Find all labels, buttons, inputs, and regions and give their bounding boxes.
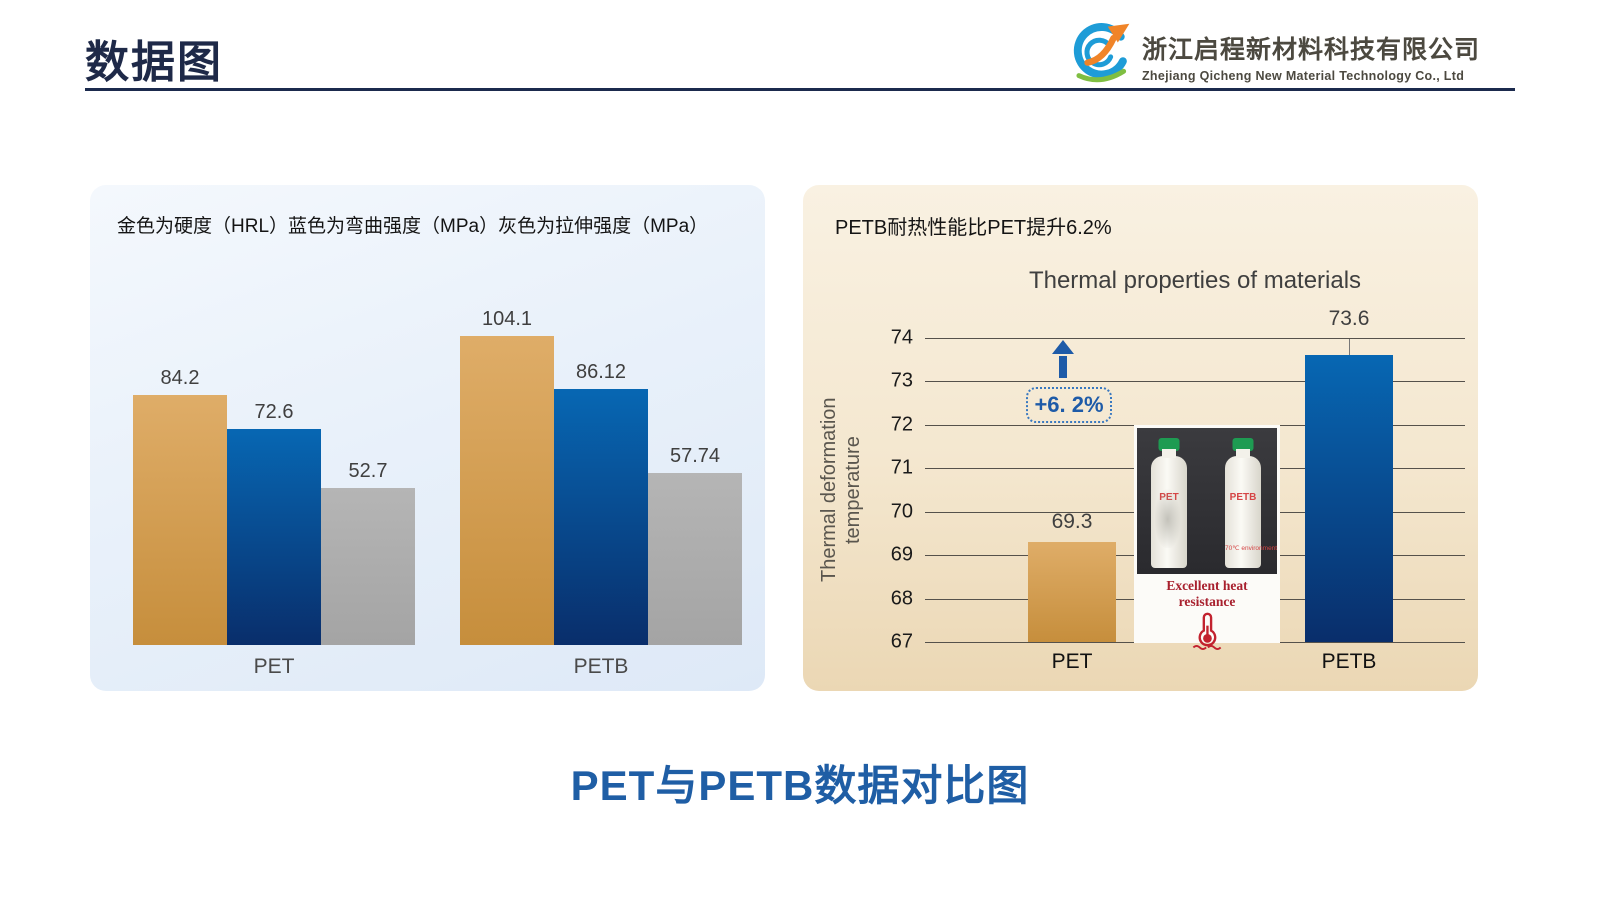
thermometer-icon (1192, 612, 1222, 650)
bar-group-pet: 84.2 72.6 52.7 (133, 367, 415, 645)
pet-bottle-label: PET (1159, 492, 1179, 503)
heat-resistance-photo-inset: PET PETB 70℃ environment Excellent heat … (1134, 425, 1280, 650)
logo-text: 浙江启程新材料科技有限公司 Zhejiang Qicheng New Mater… (1142, 30, 1480, 83)
y-axis-title: Thermal deformation temperature (818, 397, 864, 583)
bar-pet-gold (133, 395, 227, 645)
logo-q-icon (1073, 23, 1130, 83)
bar-petb-gold (460, 336, 554, 645)
bar-value-label: 86.12 (575, 361, 627, 383)
left-chart-legend: 金色为硬度（HRL）蓝色为弯曲强度（MPa）灰色为拉伸强度（MPa） (117, 216, 709, 237)
y-tick-67: 67 (890, 630, 913, 653)
x-axis-label-petb: PETB (573, 655, 629, 678)
bar-wrap: 57.74 (648, 445, 742, 645)
bar-pet-blue (227, 429, 321, 645)
bottle-neck (1162, 449, 1176, 458)
bar-pet (1028, 542, 1116, 642)
right-chart-title: Thermal properties of materials (1028, 267, 1362, 294)
header-divider (85, 88, 1515, 91)
bar-wrap: 84.2 (133, 367, 227, 645)
bar-petb-gray (648, 473, 742, 645)
arrow-head (1052, 340, 1074, 354)
bar-wrap: 72.6 (227, 401, 321, 645)
bottle-cap (1232, 438, 1254, 451)
bar-value-label: 73.6 (1328, 307, 1370, 331)
gridline-73 (925, 381, 1465, 383)
y-tick-68: 68 (890, 587, 913, 610)
y-tick-73: 73 (890, 369, 913, 392)
bar-petb (1305, 355, 1393, 642)
thermal-properties-panel: PETB耐热性能比PET提升6.2% Thermal properties of… (803, 185, 1478, 691)
y-tick-72: 72 (890, 413, 913, 436)
x-axis-label-pet: PET (253, 655, 295, 678)
bar-value-label: 84.2 (160, 367, 200, 389)
right-chart-plot: +6. 2% PET PETB 70℃ environment Ex (891, 307, 1465, 673)
percent-increase-badge: +6. 2% (1026, 387, 1112, 423)
arrow-stem (1059, 356, 1067, 378)
bar-value-label: 57.74 (669, 445, 721, 467)
temperature-note: 70℃ environment (1225, 545, 1277, 552)
label-leader-line (1349, 339, 1350, 356)
right-chart-header: PETB耐热性能比PET提升6.2% (835, 217, 1112, 239)
y-tick-70: 70 (890, 500, 913, 523)
increase-arrow-icon (1052, 340, 1074, 378)
page-title: 数据图 (85, 38, 223, 87)
company-logo: 浙江启程新材料科技有限公司 Zhejiang Qicheng New Mater… (1066, 18, 1480, 90)
bottle-neck (1236, 449, 1250, 458)
bar-wrap: 52.7 (321, 460, 415, 645)
left-chart-plot: 84.2 72.6 52.7 104.1 86.12 57.74 (133, 308, 742, 645)
inset-caption: Excellent heat resistance (1166, 578, 1248, 609)
y-tick-71: 71 (890, 456, 913, 479)
bar-wrap: 86.12 (554, 361, 648, 645)
bar-group-petb: 104.1 86.12 57.74 (460, 308, 742, 645)
pet-bottle-image: PET (1151, 438, 1187, 568)
bottles-photo: PET PETB 70℃ environment (1137, 428, 1277, 574)
petb-bottle-label: PETB (1229, 492, 1257, 503)
bar-value-label: 72.6 (254, 401, 294, 423)
y-tick-69: 69 (890, 543, 913, 566)
slide-caption: PET与PETB数据对比图 (570, 762, 1030, 809)
bar-wrap: 104.1 (460, 308, 554, 645)
y-tick-74: 74 (890, 326, 913, 349)
x-axis-label-petb: PETB (1321, 650, 1377, 673)
x-axis-label-pet: PET (1051, 650, 1093, 673)
bar-value-label: 69.3 (1051, 510, 1093, 534)
company-name-cn: 浙江启程新材料科技有限公司 (1142, 36, 1481, 64)
bar-pet-gray (321, 488, 415, 645)
company-name-en: Zhejiang Qicheng New Material Technology… (1142, 69, 1465, 83)
bar-value-label: 52.7 (348, 460, 388, 482)
bottle-cap (1158, 438, 1180, 451)
gridline-74 (925, 338, 1465, 339)
bar-value-label: 104.1 (481, 308, 533, 330)
petb-bottle-image: PETB 70℃ environment (1225, 438, 1277, 568)
mechanical-properties-panel: 金色为硬度（HRL）蓝色为弯曲强度（MPa）灰色为拉伸强度（MPa） 84.2 7… (90, 185, 765, 691)
bar-petb-blue (554, 389, 648, 645)
